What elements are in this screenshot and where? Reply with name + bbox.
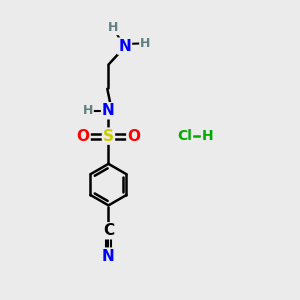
Text: N: N	[102, 249, 115, 264]
Text: O: O	[76, 129, 90, 144]
Text: Cl: Cl	[177, 129, 192, 143]
Text: N: N	[102, 103, 115, 118]
Text: O: O	[127, 129, 140, 144]
Text: H: H	[82, 104, 93, 117]
Text: N: N	[118, 39, 131, 54]
Text: C: C	[103, 223, 114, 238]
Text: H: H	[140, 37, 151, 50]
Text: H: H	[202, 129, 214, 143]
Text: H: H	[108, 21, 118, 34]
Text: S: S	[103, 129, 114, 144]
